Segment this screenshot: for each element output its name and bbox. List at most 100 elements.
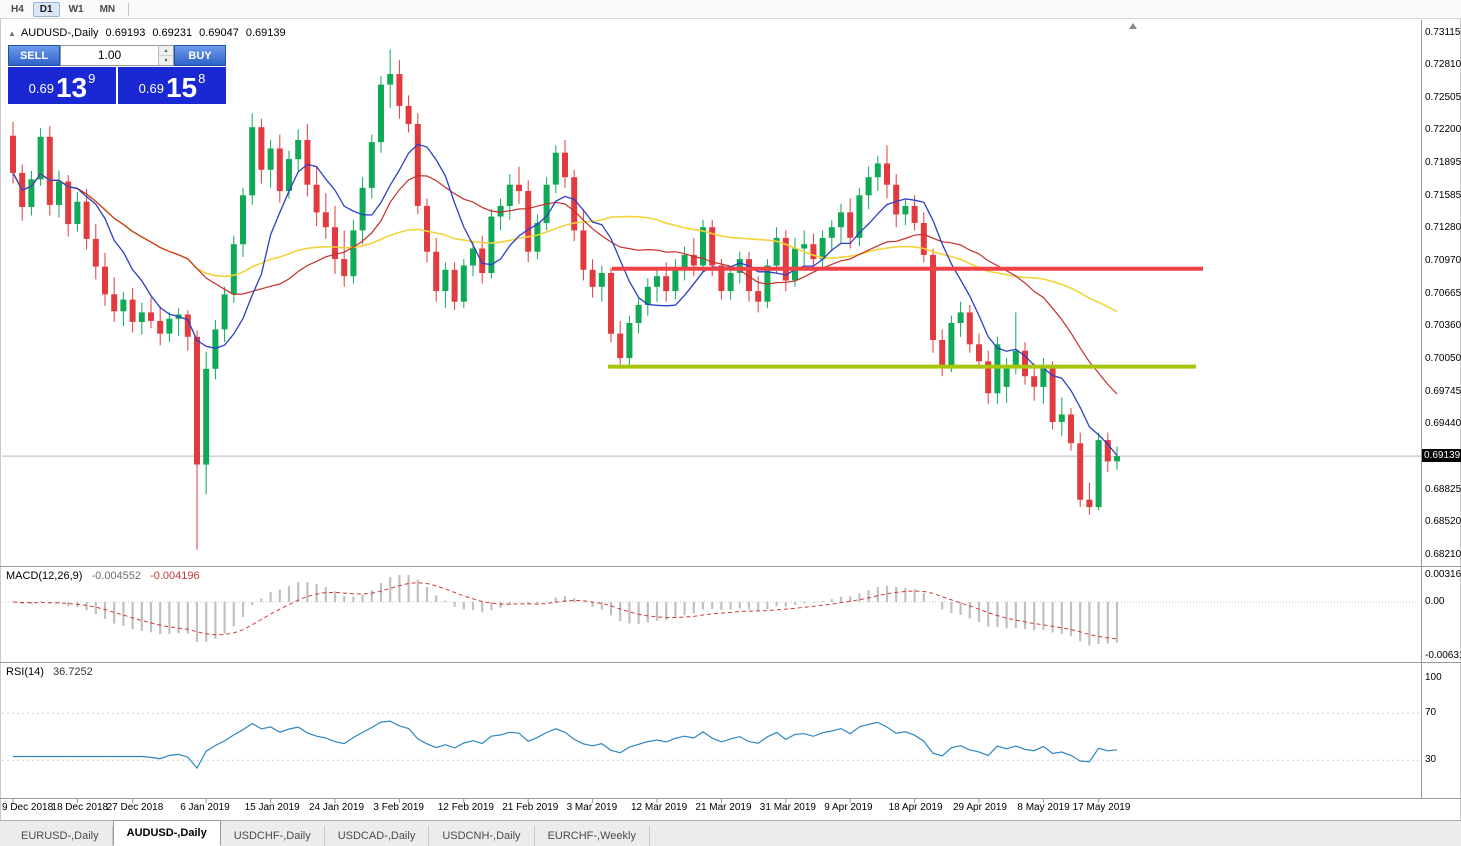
candle-body (589, 269, 596, 287)
candle-body (28, 179, 35, 207)
candle-body (948, 323, 955, 366)
candle-body (414, 124, 421, 206)
candle-body (157, 320, 164, 334)
candle-body (276, 148, 283, 192)
candle-body (378, 84, 384, 143)
candle-body (1068, 414, 1074, 444)
price-tick: 0.71280 (1425, 222, 1461, 234)
candle-body (37, 136, 44, 180)
candle-body (212, 329, 219, 369)
price-tick: 0.71895 (1425, 156, 1461, 168)
candle-body (727, 273, 734, 292)
candle-body (838, 212, 844, 228)
date-label: 15 Jan 2019 (244, 802, 300, 813)
sell-price-prefix: 0.69 (28, 81, 54, 96)
candle-body (690, 254, 697, 266)
candle-body (608, 273, 614, 334)
chart-tab-eurusd[interactable]: EURUSD-,Daily (8, 826, 113, 846)
candle-body (828, 227, 835, 238)
date-label: 21 Feb 2019 (502, 802, 559, 813)
rsi-name: RSI(14) (6, 666, 44, 678)
sell-price-pip: 9 (88, 71, 96, 86)
candle-body (286, 159, 292, 191)
candle-body (460, 265, 467, 302)
date-label: 12 Feb 2019 (437, 802, 494, 813)
ohlc-open: 0.69193 (105, 27, 146, 39)
timeframe-button-w1[interactable]: W1 (68, 3, 84, 15)
date-label: 3 Mar 2019 (566, 802, 618, 813)
timeframe-button-d1[interactable]: D1 (32, 1, 60, 17)
candle-body (295, 140, 302, 160)
candle-body (884, 163, 890, 185)
candle-body (1022, 350, 1028, 377)
candle-body (571, 177, 578, 231)
macd-label: MACD(12,26,9) -0.004552 -0.004196 (6, 570, 200, 582)
one-click-trade-panel: SELL 1.00 ▲ ▼ BUY 0.69 13 9 0.69 15 8 (8, 45, 226, 104)
candle-body (736, 259, 743, 273)
price-tick: 0.72810 (1425, 59, 1461, 71)
price-tick: 0.73115 (1425, 27, 1461, 38)
date-label: 31 Mar 2019 (759, 802, 816, 813)
candle-body (865, 177, 872, 196)
date-label: 18 Apr 2019 (888, 802, 943, 813)
candle-body (957, 312, 964, 323)
candle-body (83, 201, 90, 239)
one-click-toggle-icon[interactable]: ▲ (8, 29, 16, 38)
price-tick: 0.71585 (1425, 189, 1461, 201)
candle-body (442, 269, 449, 292)
candle-body (976, 344, 982, 362)
date-label: 8 May 2019 (1017, 802, 1070, 813)
chart-tab-usdcad[interactable]: USDCAD-,Daily (325, 826, 430, 846)
candle-body (350, 230, 357, 277)
candle-body (451, 269, 458, 302)
chart-tab-usdchf[interactable]: USDCHF-,Daily (221, 826, 325, 846)
candle-body (930, 254, 936, 340)
candle-body (313, 184, 320, 213)
chart-tab-usdcnh[interactable]: USDCNH-,Daily (429, 826, 535, 846)
candle-body (626, 323, 633, 359)
candle-body (506, 184, 513, 206)
candle-body (102, 266, 108, 295)
candle-body (755, 291, 762, 302)
date-label: 24 Jan 2019 (309, 802, 365, 813)
timeframe-button-mn[interactable]: MN (99, 3, 116, 15)
candle-body (847, 212, 854, 238)
date-label: 29 Apr 2019 (953, 802, 1007, 813)
volume-input[interactable]: 1.00 ▲ ▼ (60, 45, 174, 66)
candle-body (782, 237, 789, 281)
sell-button[interactable]: SELL (8, 45, 60, 66)
buy-button[interactable]: BUY (174, 45, 226, 66)
candle-body (129, 299, 136, 322)
candle-body (120, 299, 127, 312)
candle-body (580, 230, 587, 270)
candle-body (65, 181, 72, 225)
price-tick: 0.70360 (1425, 320, 1461, 332)
candle-body (488, 216, 495, 273)
timeframe-button-h4[interactable]: H4 (11, 3, 24, 15)
macd-main-value: -0.004552 (91, 570, 142, 582)
candle-body (1114, 456, 1120, 462)
buy-price-prefix: 0.69 (138, 81, 164, 96)
chart-tab-eurchf[interactable]: EURCHF-,Weekly (535, 826, 650, 846)
chart-tab-audusd[interactable]: AUDUSD-,Daily (112, 820, 221, 846)
candle-body (709, 227, 716, 266)
price-tick: 0.70970 (1425, 255, 1461, 267)
candle-body (1058, 414, 1065, 422)
candle-body (663, 276, 670, 292)
ma-fast-line (12, 143, 1118, 456)
buy-price-button[interactable]: 0.69 15 8 (118, 67, 226, 104)
sell-price-button[interactable]: 0.69 13 9 (8, 67, 116, 104)
price-tick: 0.69440 (1425, 418, 1461, 430)
volume-up-button[interactable]: ▲ (159, 46, 173, 56)
candle-body (773, 237, 780, 266)
macd-name: MACD(12,26,9) (6, 570, 83, 582)
price-tick: 0.72505 (1425, 91, 1461, 103)
candle-body (322, 212, 329, 228)
candle-body (819, 237, 826, 260)
date-label: 9 Apr 2019 (824, 802, 873, 813)
volume-value[interactable]: 1.00 (97, 48, 122, 62)
candle-body (617, 333, 624, 359)
price-tick: 0.70050 (1425, 353, 1461, 365)
volume-down-button[interactable]: ▼ (159, 56, 173, 65)
